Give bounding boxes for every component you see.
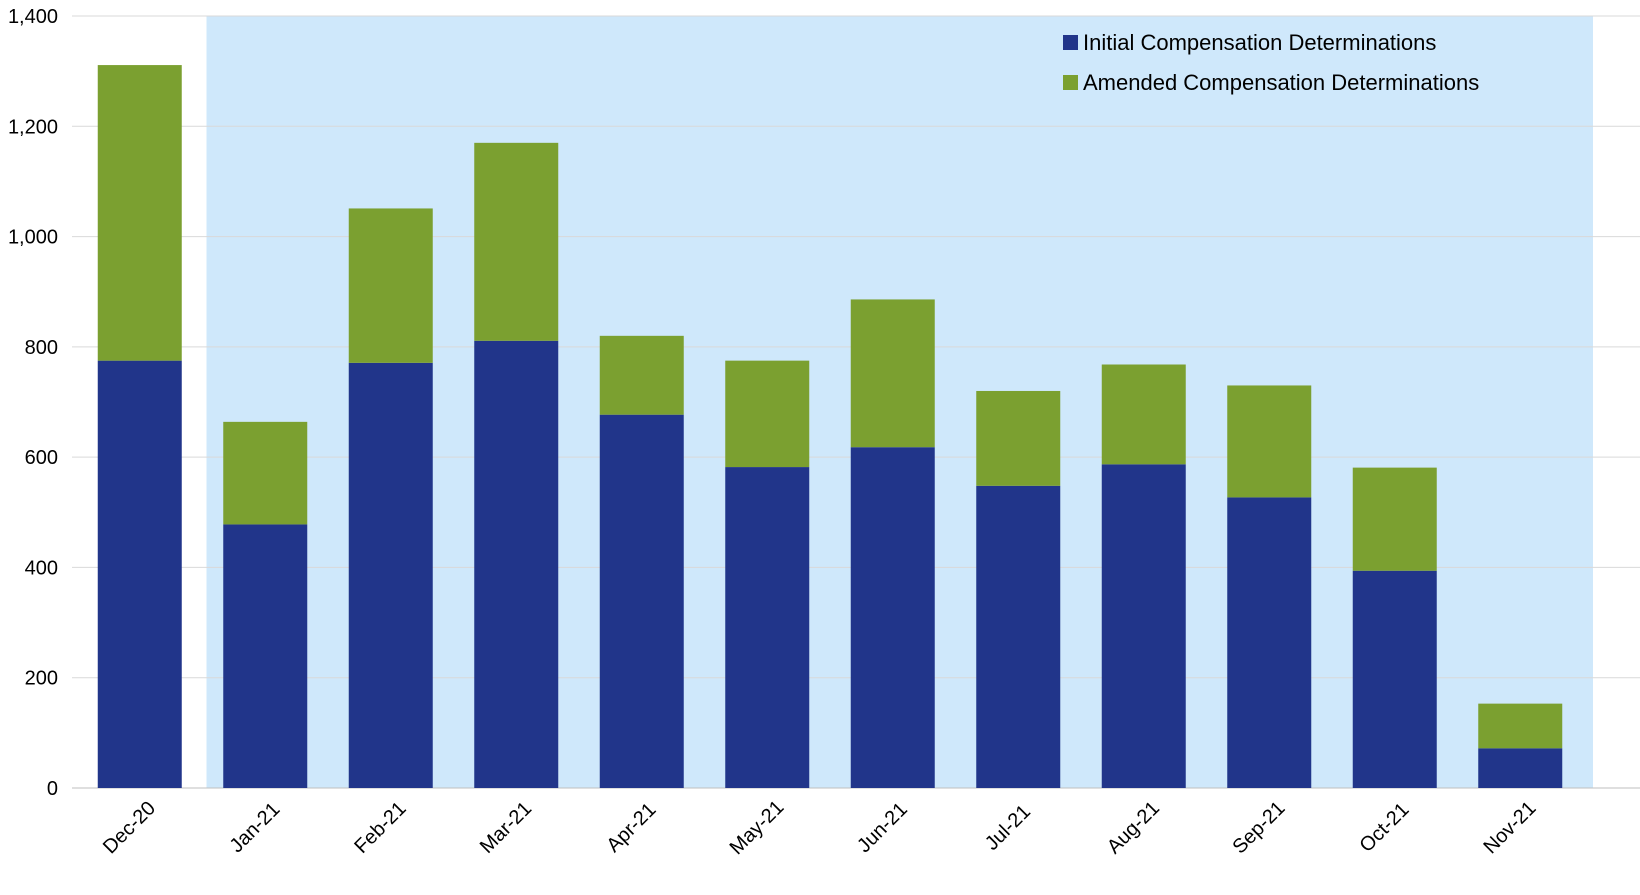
bar-initial-dec-20 [97,360,182,788]
x-tick-label: Apr-21 [603,799,661,857]
bar-amended-apr-21 [599,335,684,415]
bar-initial-aug-21 [1101,464,1186,788]
legend: Initial Compensation Determinations Amend… [1063,30,1479,95]
x-tick-label: May-21 [726,796,789,859]
y-tick-label: 200 [25,668,58,690]
y-tick-label: 1,200 [8,116,58,138]
legend-swatch [1063,75,1078,90]
x-tick-label: Feb-21 [350,798,410,858]
bar-amended-aug-21 [1101,364,1186,465]
x-tick-label: Mar-21 [476,798,536,858]
bar-initial-feb-21 [348,362,433,788]
bar-amended-oct-21 [1352,467,1437,571]
y-tick-label: 800 [25,337,58,359]
bar-amended-mar-21 [474,142,559,341]
legend-swatch [1063,35,1078,50]
x-tick-label: Jan-21 [226,798,285,857]
x-tick-label: Sep-21 [1228,797,1289,858]
bar-initial-apr-21 [599,414,684,788]
bars-layer [97,65,1563,788]
bar-amended-jan-21 [223,421,308,525]
bar-amended-dec-20 [97,65,182,361]
legend-label: Amended Compensation Determinations [1083,70,1479,95]
x-axis-tick-labels: Dec-20 Jan-21 Feb-21 Mar-21 Apr-21 May-21 Jun-… [99,796,1541,859]
y-tick-label: 600 [25,447,58,469]
x-tick-label: Oct-21 [1356,799,1414,857]
bar-initial-jan-21 [223,524,308,788]
bar-amended-jun-21 [850,299,935,448]
y-axis-tick-labels: 0 200 400 600 800 1,000 1,200 1,400 [8,6,58,800]
bar-amended-feb-21 [348,208,433,363]
legend-label: Initial Compensation Determinations [1083,30,1436,55]
y-tick-label: 0 [47,778,58,800]
bar-initial-may-21 [725,467,810,788]
x-tick-label: Jul-21 [981,801,1035,855]
x-tick-label: Nov-21 [1479,797,1540,858]
bar-amended-may-21 [725,360,810,468]
bar-initial-oct-21 [1352,570,1437,788]
bar-initial-jul-21 [976,485,1061,788]
bar-initial-jun-21 [850,447,935,788]
bar-initial-nov-21 [1478,748,1563,788]
bar-amended-sep-21 [1227,385,1312,498]
x-tick-label: Jun-21 [853,798,912,857]
bar-amended-nov-21 [1478,703,1563,749]
bar-initial-mar-21 [474,340,559,788]
y-tick-label: 400 [25,557,58,579]
y-tick-label: 1,400 [8,6,58,28]
x-tick-label: Dec-20 [99,797,160,858]
x-tick-label: Aug-21 [1103,797,1164,858]
y-tick-label: 1,000 [8,227,58,249]
bar-initial-sep-21 [1227,497,1312,788]
bar-amended-jul-21 [976,390,1061,486]
